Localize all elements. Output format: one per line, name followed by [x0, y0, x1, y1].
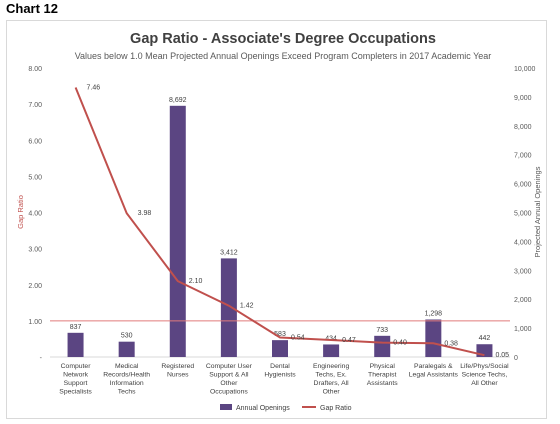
bar-annual-openings — [323, 344, 340, 357]
x-tick-label: Medical — [115, 363, 139, 370]
x-tick-label: Techs — [118, 389, 136, 396]
x-tick-label: Nurses — [167, 372, 189, 379]
y-tick-right: 6,000 — [514, 182, 532, 189]
chart-title: Gap Ratio - Associate's Degree Occupatio… — [130, 31, 436, 47]
x-tick-label: Paralegals & — [414, 363, 453, 370]
x-tick-label: Other — [220, 380, 238, 387]
bar-annual-openings — [374, 335, 391, 357]
line-data-label: 0.54 — [291, 334, 305, 341]
y-tick-right: 9,000 — [514, 95, 532, 102]
bar-data-label: 442 — [479, 335, 491, 342]
y-tick-right: 4,000 — [514, 239, 532, 246]
legend-label-line: Gap Ratio — [320, 405, 352, 412]
gap-ratio-line — [74, 87, 485, 357]
bar-data-label: 733 — [376, 327, 388, 334]
x-tick-label: Techs, Ex. — [315, 372, 346, 379]
line-data-label: 3.98 — [138, 210, 152, 217]
line-data-label: 0.05 — [495, 352, 509, 359]
bar-data-label: 434 — [325, 335, 337, 342]
y-tick-left: 2.00 — [28, 283, 42, 290]
x-tick-label: Records/Health — [103, 372, 150, 379]
x-tick-label: Occupations — [210, 389, 248, 396]
x-tick-label: Therapist — [368, 372, 396, 379]
y-tick-right: 5,000 — [514, 211, 532, 218]
bar-annual-openings — [272, 340, 288, 357]
x-tick-label: Computer — [61, 363, 92, 370]
y-tick-left: 4.00 — [28, 211, 42, 218]
x-tick-label: Life/Phys/Social — [460, 363, 509, 370]
y-tick-right: 7,000 — [514, 153, 532, 160]
y-tick-right: 10,000 — [514, 66, 536, 73]
x-tick-label: Drafters, All — [314, 380, 350, 387]
bar-annual-openings — [476, 344, 493, 357]
y-tick-left: 6.00 — [28, 138, 42, 145]
y-tick-right: 2,000 — [514, 297, 532, 304]
chart-subtitle: Values below 1.0 Mean Projected Annual O… — [75, 51, 492, 61]
bar-data-label: 8,692 — [169, 97, 187, 104]
x-tick-label: Registered — [161, 363, 194, 370]
line-data-label: 0.38 — [444, 340, 458, 347]
y-tick-right: 1,000 — [514, 326, 532, 333]
y-tick-left: 3.00 — [28, 247, 42, 254]
y-axis-right-label: Projected Annual Openings — [533, 166, 542, 257]
bar-annual-openings — [425, 319, 442, 357]
x-tick-label: Physical — [370, 363, 396, 370]
bar-annual-openings — [67, 332, 84, 357]
y-axis-left-label: Gap Ratio — [16, 195, 25, 229]
y-tick-left: 7.00 — [28, 102, 42, 109]
x-tick-label: Specialists — [59, 389, 92, 396]
x-tick-label: Information — [110, 380, 144, 387]
line-data-label: 0.47 — [342, 337, 356, 344]
bar-annual-openings — [220, 258, 237, 357]
bar-annual-openings — [169, 105, 186, 357]
bar-data-label: 3,412 — [220, 249, 238, 256]
x-tick-label: All Other — [471, 380, 498, 387]
x-tick-label: Hygienists — [264, 372, 296, 379]
x-tick-label: Computer User — [206, 363, 253, 370]
y-tick-right: 0 — [514, 355, 518, 362]
x-tick-label: Network — [63, 372, 89, 379]
y-tick-left: 1.00 — [28, 319, 42, 326]
line-data-label: 7.46 — [87, 85, 101, 92]
x-tick-label: Other — [323, 389, 341, 396]
x-tick-label: Dental — [270, 363, 290, 370]
x-tick-label: Support — [64, 380, 88, 387]
bar-data-label: 530 — [121, 333, 133, 340]
bar-annual-openings — [118, 341, 135, 357]
line-data-label: 2.10 — [189, 278, 203, 285]
x-tick-label: Support & All — [209, 372, 249, 379]
y-tick-right: 8,000 — [514, 124, 532, 131]
legend-label-bars: Annual Openings — [236, 405, 290, 412]
bar-data-label: 583 — [274, 331, 286, 338]
bar-data-label: 837 — [70, 324, 82, 331]
y-tick-left: 5.00 — [28, 174, 42, 181]
y-tick-left: - — [40, 355, 43, 362]
x-tick-label: Legal Assistants — [409, 372, 459, 379]
chart-heading: Chart 12 — [6, 1, 59, 16]
x-tick-label: Engineering — [313, 363, 349, 370]
y-tick-right: 3,000 — [514, 268, 532, 275]
x-tick-label: Science Techs, — [462, 372, 508, 379]
y-tick-left: 8.00 — [28, 66, 42, 73]
legend-swatch-bars — [220, 404, 232, 410]
bar-data-label: 1,298 — [425, 310, 443, 317]
line-data-label: 0.40 — [393, 340, 407, 347]
line-data-label: 1.42 — [240, 303, 254, 310]
x-tick-label: Assistants — [367, 380, 399, 387]
